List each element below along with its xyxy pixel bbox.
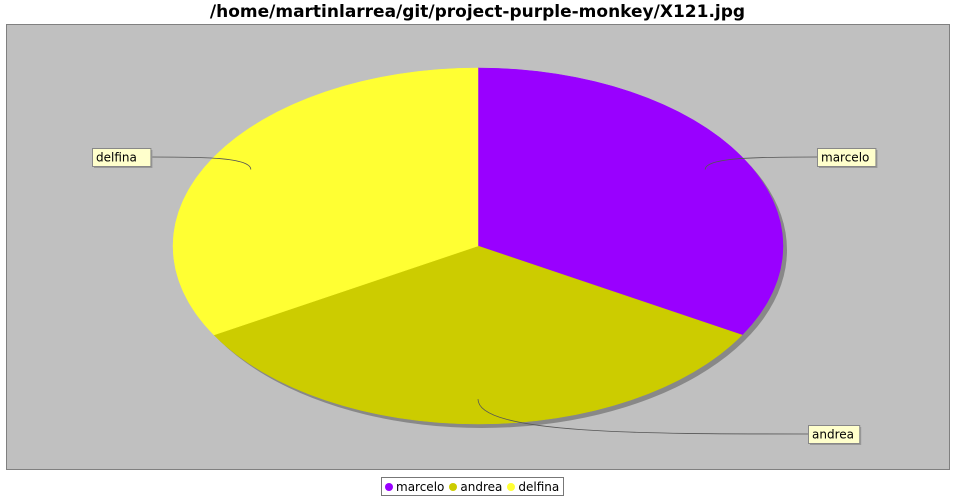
pie-slices bbox=[172, 67, 784, 425]
legend: marcelo andrea delfina bbox=[381, 477, 565, 496]
pie-slice-marcelo bbox=[477, 67, 784, 336]
label-leaders bbox=[150, 156, 818, 435]
legend-swatch-icon bbox=[385, 482, 393, 491]
legend-swatch-icon bbox=[507, 482, 516, 491]
legend-label: marcelo bbox=[396, 479, 445, 494]
slice-label-marcelo: marcelo bbox=[817, 148, 878, 168]
legend-item-andrea: andrea bbox=[449, 480, 502, 494]
legend-item-delfina: delfina bbox=[507, 480, 559, 494]
label-leader-marcelo bbox=[704, 156, 818, 170]
label-leader-delfina bbox=[150, 156, 252, 170]
label-leader-andrea bbox=[477, 399, 809, 435]
legend-item-marcelo: marcelo bbox=[385, 480, 444, 494]
slice-labels: marcelo andrea delfina bbox=[92, 148, 878, 445]
legend-label: andrea bbox=[460, 479, 503, 494]
pie-slice-delfina bbox=[172, 67, 479, 336]
legend-label: delfina bbox=[518, 479, 560, 494]
chart-title: /home/martinlarrea/git/project-purple-mo… bbox=[209, 2, 746, 22]
svg-text:andrea: andrea bbox=[812, 428, 854, 442]
svg-text:marcelo: marcelo bbox=[821, 151, 869, 165]
svg-text:delfina: delfina bbox=[96, 151, 137, 165]
slice-label-delfina: delfina bbox=[92, 148, 153, 168]
slice-label-andrea: andrea bbox=[808, 425, 862, 445]
legend-swatch-icon bbox=[449, 482, 458, 491]
